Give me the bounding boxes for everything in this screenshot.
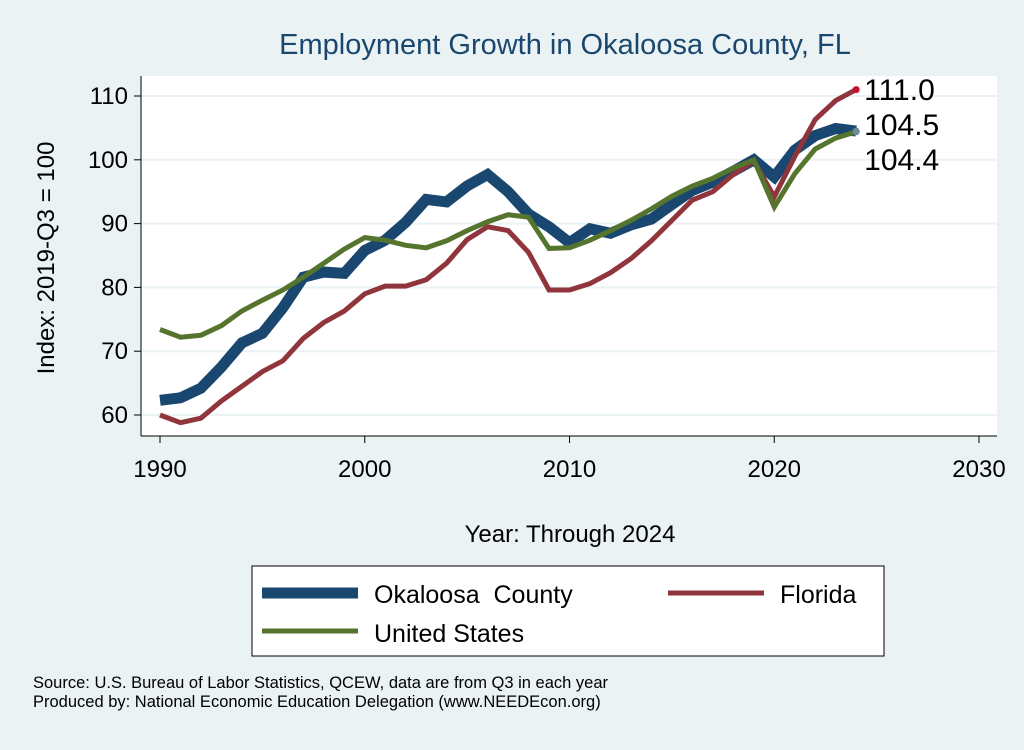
- x-tick-label: 2030: [952, 456, 1005, 483]
- end-value-label-okaloosa: 104.5: [864, 109, 939, 142]
- series-line-us: [159, 129, 857, 340]
- legend-label-us: United States: [374, 620, 524, 648]
- x-tick-label: 1990: [133, 456, 186, 483]
- y-tick-label: 90: [101, 211, 128, 238]
- y-tick-label: 60: [101, 402, 128, 429]
- y-axis-label: Index: 2019-Q3 = 100: [33, 142, 60, 375]
- legend: Okaloosa County Florida United States: [251, 565, 885, 657]
- x-tick-label: 2010: [543, 456, 596, 483]
- end-point-marker-us: [852, 128, 860, 136]
- end-value-label-florida: 111.0: [864, 74, 935, 107]
- legend-label-okaloosa: Okaloosa County: [374, 581, 573, 609]
- y-tick-label: 110: [90, 83, 128, 110]
- series-line-florida: [159, 87, 858, 426]
- end-point-marker-florida: [852, 86, 860, 94]
- x-tick-label: 2000: [338, 456, 391, 483]
- x-tick-label: 2020: [748, 456, 801, 483]
- chart-title: Employment Growth in Okaloosa County, FL: [279, 29, 851, 61]
- producer-note: Produced by: National Economic Education…: [33, 693, 601, 711]
- end-value-label-us: 104.4: [864, 144, 939, 177]
- legend-label-florida: Florida: [780, 581, 857, 609]
- y-tick-label: 70: [101, 338, 128, 365]
- x-axis-label: Year: Through 2024: [465, 521, 676, 548]
- source-note: Source: U.S. Bureau of Labor Statistics,…: [33, 674, 609, 692]
- y-tick-label: 80: [101, 274, 128, 301]
- y-tick-label: 100: [88, 147, 128, 174]
